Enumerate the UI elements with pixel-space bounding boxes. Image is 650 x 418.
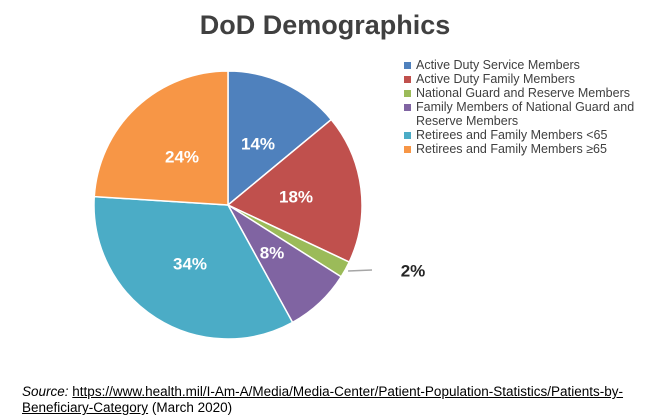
data-label-national-guard-and-reserve-members: 2% <box>401 261 426 280</box>
source-date: (March 2020) <box>151 400 233 415</box>
data-label-active-duty-service-members: 14% <box>241 134 275 153</box>
legend-item-retirees-and-family-members-65: Retirees and Family Members <65 <box>404 128 648 142</box>
pie-slice-retirees-and-family-members-65 <box>93 195 294 340</box>
legend-swatch <box>404 104 411 111</box>
legend-item-national-guard-and-reserve-members: National Guard and Reserve Members <box>404 86 648 100</box>
legend-item-family-members-of-national-guard-and-reserve-members: Family Members of National Guard and Res… <box>404 100 648 128</box>
data-label-retirees-and-family-members-65: 34% <box>173 254 207 273</box>
legend-label: Family Members of National Guard and Res… <box>416 100 635 128</box>
data-label-family-members-of-national-guard-and-reserve-members: 8% <box>260 243 285 262</box>
chart-title: DoD Demographics <box>199 10 451 40</box>
legend-swatch <box>404 132 411 139</box>
data-label-retirees-and-family-members-65: 24% <box>165 147 199 166</box>
legend-swatch <box>404 62 411 69</box>
legend-label: Active Duty Service Members <box>416 58 580 72</box>
legend-item-retirees-and-family-members-65: Retirees and Family Members ≥65 <box>404 142 648 156</box>
legend-swatch <box>404 90 411 97</box>
data-label-active-duty-family-members: 18% <box>279 187 313 206</box>
legend-swatch <box>404 146 411 153</box>
pie-slice-active-duty-family-members <box>226 118 363 264</box>
legend: Active Duty Service Members Active Duty F… <box>404 58 648 156</box>
legend-swatch <box>404 76 411 83</box>
legend-label: National Guard and Reserve Members <box>416 86 630 100</box>
pie-slice-retirees-and-family-members-65 <box>93 70 229 206</box>
pie-slice-active-duty-service-members <box>227 70 333 207</box>
legend-label: Active Duty Family Members <box>416 72 576 86</box>
legend-item-active-duty-family-members: Active Duty Family Members <box>404 72 648 86</box>
source-link[interactable]: https://www.health.mil/I-Am-A/Media/Medi… <box>22 384 624 415</box>
source-citation: Source: https://www.health.mil/I-Am-A/Me… <box>22 384 642 416</box>
legend-item-active-duty-service-members: Active Duty Service Members <box>404 58 648 72</box>
legend-label: Retirees and Family Members ≥65 <box>416 142 607 156</box>
source-label: Source: <box>22 384 69 399</box>
leader-line-national-guard <box>348 269 373 272</box>
legend-label: Retirees and Family Members <65 <box>416 128 608 142</box>
